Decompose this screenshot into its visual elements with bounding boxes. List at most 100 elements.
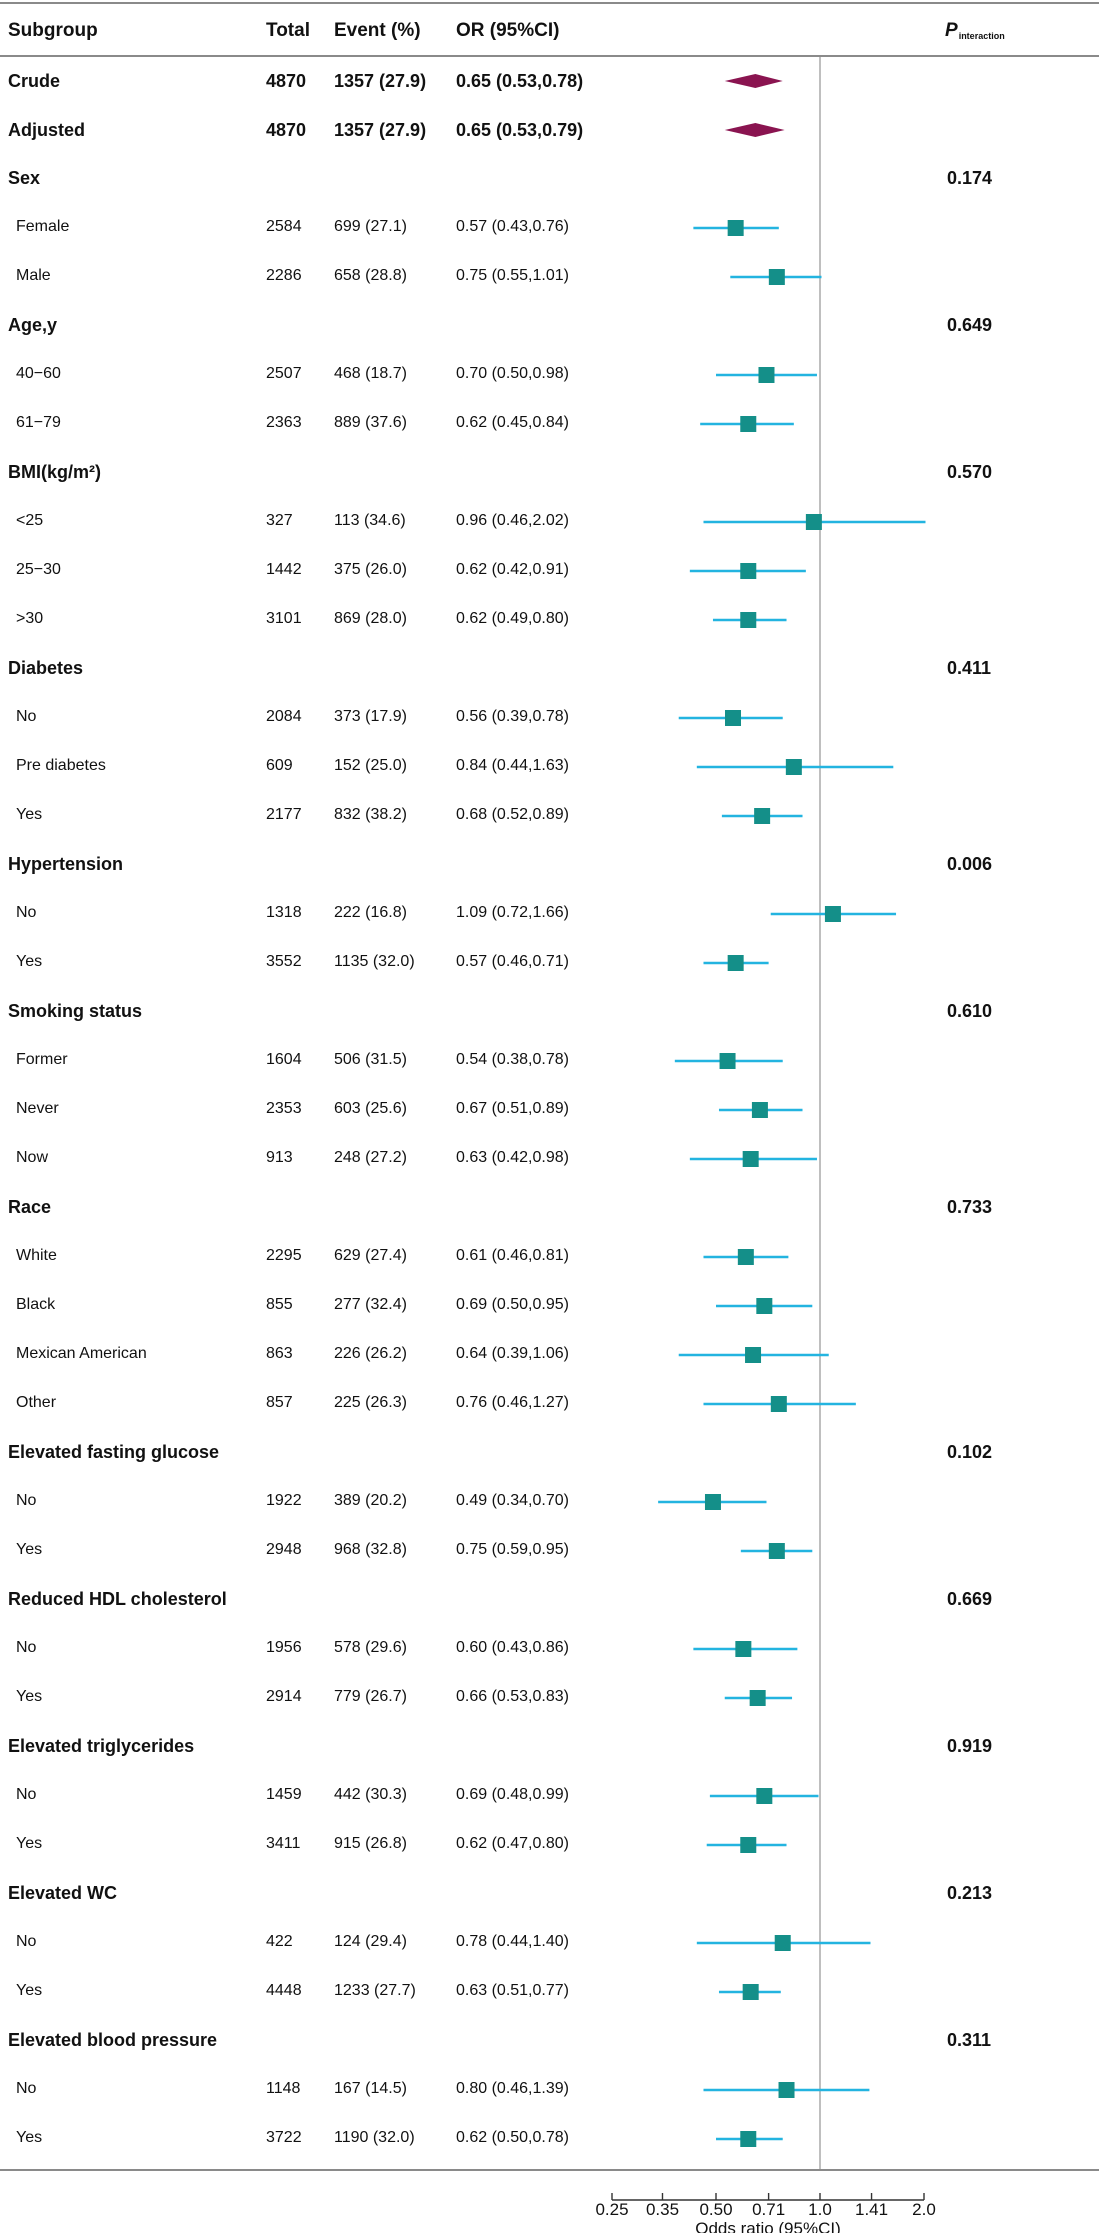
bottom-rule <box>0 2169 1099 2171</box>
or-ci-value: 0.62 (0.49,0.80) <box>456 610 569 627</box>
subgroup-label: 40−60 <box>16 365 61 382</box>
subgroup-label: Yes <box>16 2129 43 2146</box>
subgroup-label: Female <box>16 218 70 235</box>
or-ci-value: 0.60 (0.43,0.86) <box>456 1639 569 1656</box>
summary-diamond <box>724 123 785 137</box>
estimate-square <box>785 759 802 775</box>
event-value: 915 (26.8) <box>334 1835 407 1852</box>
estimate-square <box>824 906 841 922</box>
p-interaction-value: 0.669 <box>947 1589 993 1609</box>
or-ci-value: 0.69 (0.48,0.99) <box>456 1786 569 1803</box>
or-ci-value: 0.75 (0.55,1.01) <box>456 267 569 284</box>
p-interaction-value: 0.102 <box>947 1442 993 1462</box>
or-ci-value: 0.69 (0.50,0.95) <box>456 1296 569 1313</box>
event-value: 699 (27.1) <box>334 218 407 235</box>
event-value: 1357 (27.9) <box>334 120 427 140</box>
or-ci-value: 0.96 (0.46,2.02) <box>456 512 569 529</box>
event-value: 468 (18.7) <box>334 365 407 382</box>
estimate-square <box>742 1151 759 1167</box>
event-value: 869 (28.0) <box>334 610 407 627</box>
or-ci-value: 0.63 (0.51,0.77) <box>456 1982 569 1999</box>
subgroup-label: Mexican American <box>16 1345 147 1362</box>
subgroup-label: Former <box>16 1051 68 1068</box>
event-value: 1233 (27.7) <box>334 1982 416 1999</box>
or-ci-value: 0.49 (0.34,0.70) <box>456 1492 569 1509</box>
subgroup-label: Never <box>16 1100 59 1117</box>
header-p-sub: interaction <box>958 31 1005 41</box>
event-value: 578 (29.6) <box>334 1639 407 1656</box>
group-label: Diabetes <box>8 658 84 678</box>
or-ci-value: 0.57 (0.43,0.76) <box>456 218 569 235</box>
event-value: 779 (26.7) <box>334 1688 407 1705</box>
or-ci-value: 0.54 (0.38,0.78) <box>456 1051 569 1068</box>
estimate-square <box>740 563 757 579</box>
subgroup-label: White <box>16 1247 57 1264</box>
subgroup-label: No <box>16 904 37 921</box>
subgroup-label: Black <box>16 1296 56 1313</box>
total-value: 4870 <box>266 120 307 140</box>
total-value: 3552 <box>266 953 302 970</box>
subgroup-label: Yes <box>16 1982 43 1999</box>
estimate-square <box>768 269 785 285</box>
or-ci-value: 1.09 (0.72,1.66) <box>456 904 569 921</box>
event-value: 389 (20.2) <box>334 1492 407 1509</box>
subgroup-label: Pre diabetes <box>16 757 106 774</box>
header-rule <box>0 55 1099 57</box>
total-value: 4448 <box>266 1982 302 1999</box>
p-interaction-value: 0.311 <box>947 2030 992 2050</box>
estimate-square <box>768 1543 785 1559</box>
group-label: Elevated blood pressure <box>8 2030 218 2050</box>
event-value: 373 (17.9) <box>334 708 407 725</box>
x-axis-label: Odds ratio (95%CI) <box>695 2219 841 2233</box>
subgroup-label: 25−30 <box>16 561 61 578</box>
x-tick-label: 1.0 <box>808 2200 832 2219</box>
estimate-square <box>749 1690 766 1706</box>
x-tick-label: 0.25 <box>595 2200 628 2219</box>
total-value: 2363 <box>266 414 302 431</box>
event-value: 124 (29.4) <box>334 1933 407 1950</box>
total-value: 2948 <box>266 1541 302 1558</box>
total-value: 4870 <box>266 71 307 91</box>
estimate-square <box>740 2131 757 2147</box>
group-label: Age,y <box>8 315 58 335</box>
total-value: 2286 <box>266 267 302 284</box>
p-interaction-value: 0.649 <box>947 315 993 335</box>
header-subgroup: Subgroup <box>8 20 98 41</box>
estimate-square <box>704 1494 721 1510</box>
or-ci-value: 0.57 (0.46,0.71) <box>456 953 569 970</box>
or-ci-value: 0.62 (0.50,0.78) <box>456 2129 569 2146</box>
total-value: 2084 <box>266 708 302 725</box>
total-value: 1442 <box>266 561 302 578</box>
or-ci-value: 0.75 (0.59,0.95) <box>456 1541 569 1558</box>
event-value: 225 (26.3) <box>334 1394 407 1411</box>
x-tick-label: 0.71 <box>752 2200 785 2219</box>
or-ci-value: 0.67 (0.51,0.89) <box>456 1100 569 1117</box>
event-value: 442 (30.3) <box>334 1786 407 1803</box>
subgroup-label: 61−79 <box>16 414 61 431</box>
event-value: 506 (31.5) <box>334 1051 407 1068</box>
group-label: BMI(kg/m²) <box>8 462 101 482</box>
estimate-square <box>740 416 757 432</box>
estimate-square <box>758 367 775 383</box>
or-ci-value: 0.76 (0.46,1.27) <box>456 1394 569 1411</box>
group-label: Race <box>8 1197 52 1217</box>
total-value: 609 <box>266 757 293 774</box>
subgroup-label: No <box>16 1492 37 1509</box>
total-value: 2177 <box>266 806 302 823</box>
or-ci-value: 0.62 (0.42,0.91) <box>456 561 569 578</box>
total-value: 3101 <box>266 610 302 627</box>
event-value: 248 (27.2) <box>334 1149 407 1166</box>
estimate-square <box>727 955 744 971</box>
event-value: 658 (28.8) <box>334 267 407 284</box>
estimate-square <box>745 1347 762 1363</box>
total-value: 857 <box>266 1394 293 1411</box>
p-interaction-value: 0.919 <box>947 1736 993 1756</box>
estimate-square <box>727 220 744 236</box>
subgroup-label: Yes <box>16 806 43 823</box>
p-interaction-value: 0.733 <box>947 1197 993 1217</box>
subgroup-label: No <box>16 1933 37 1950</box>
subgroup-label: Yes <box>16 1688 43 1705</box>
subgroup-label: No <box>16 2080 37 2097</box>
estimate-square <box>770 1396 787 1412</box>
